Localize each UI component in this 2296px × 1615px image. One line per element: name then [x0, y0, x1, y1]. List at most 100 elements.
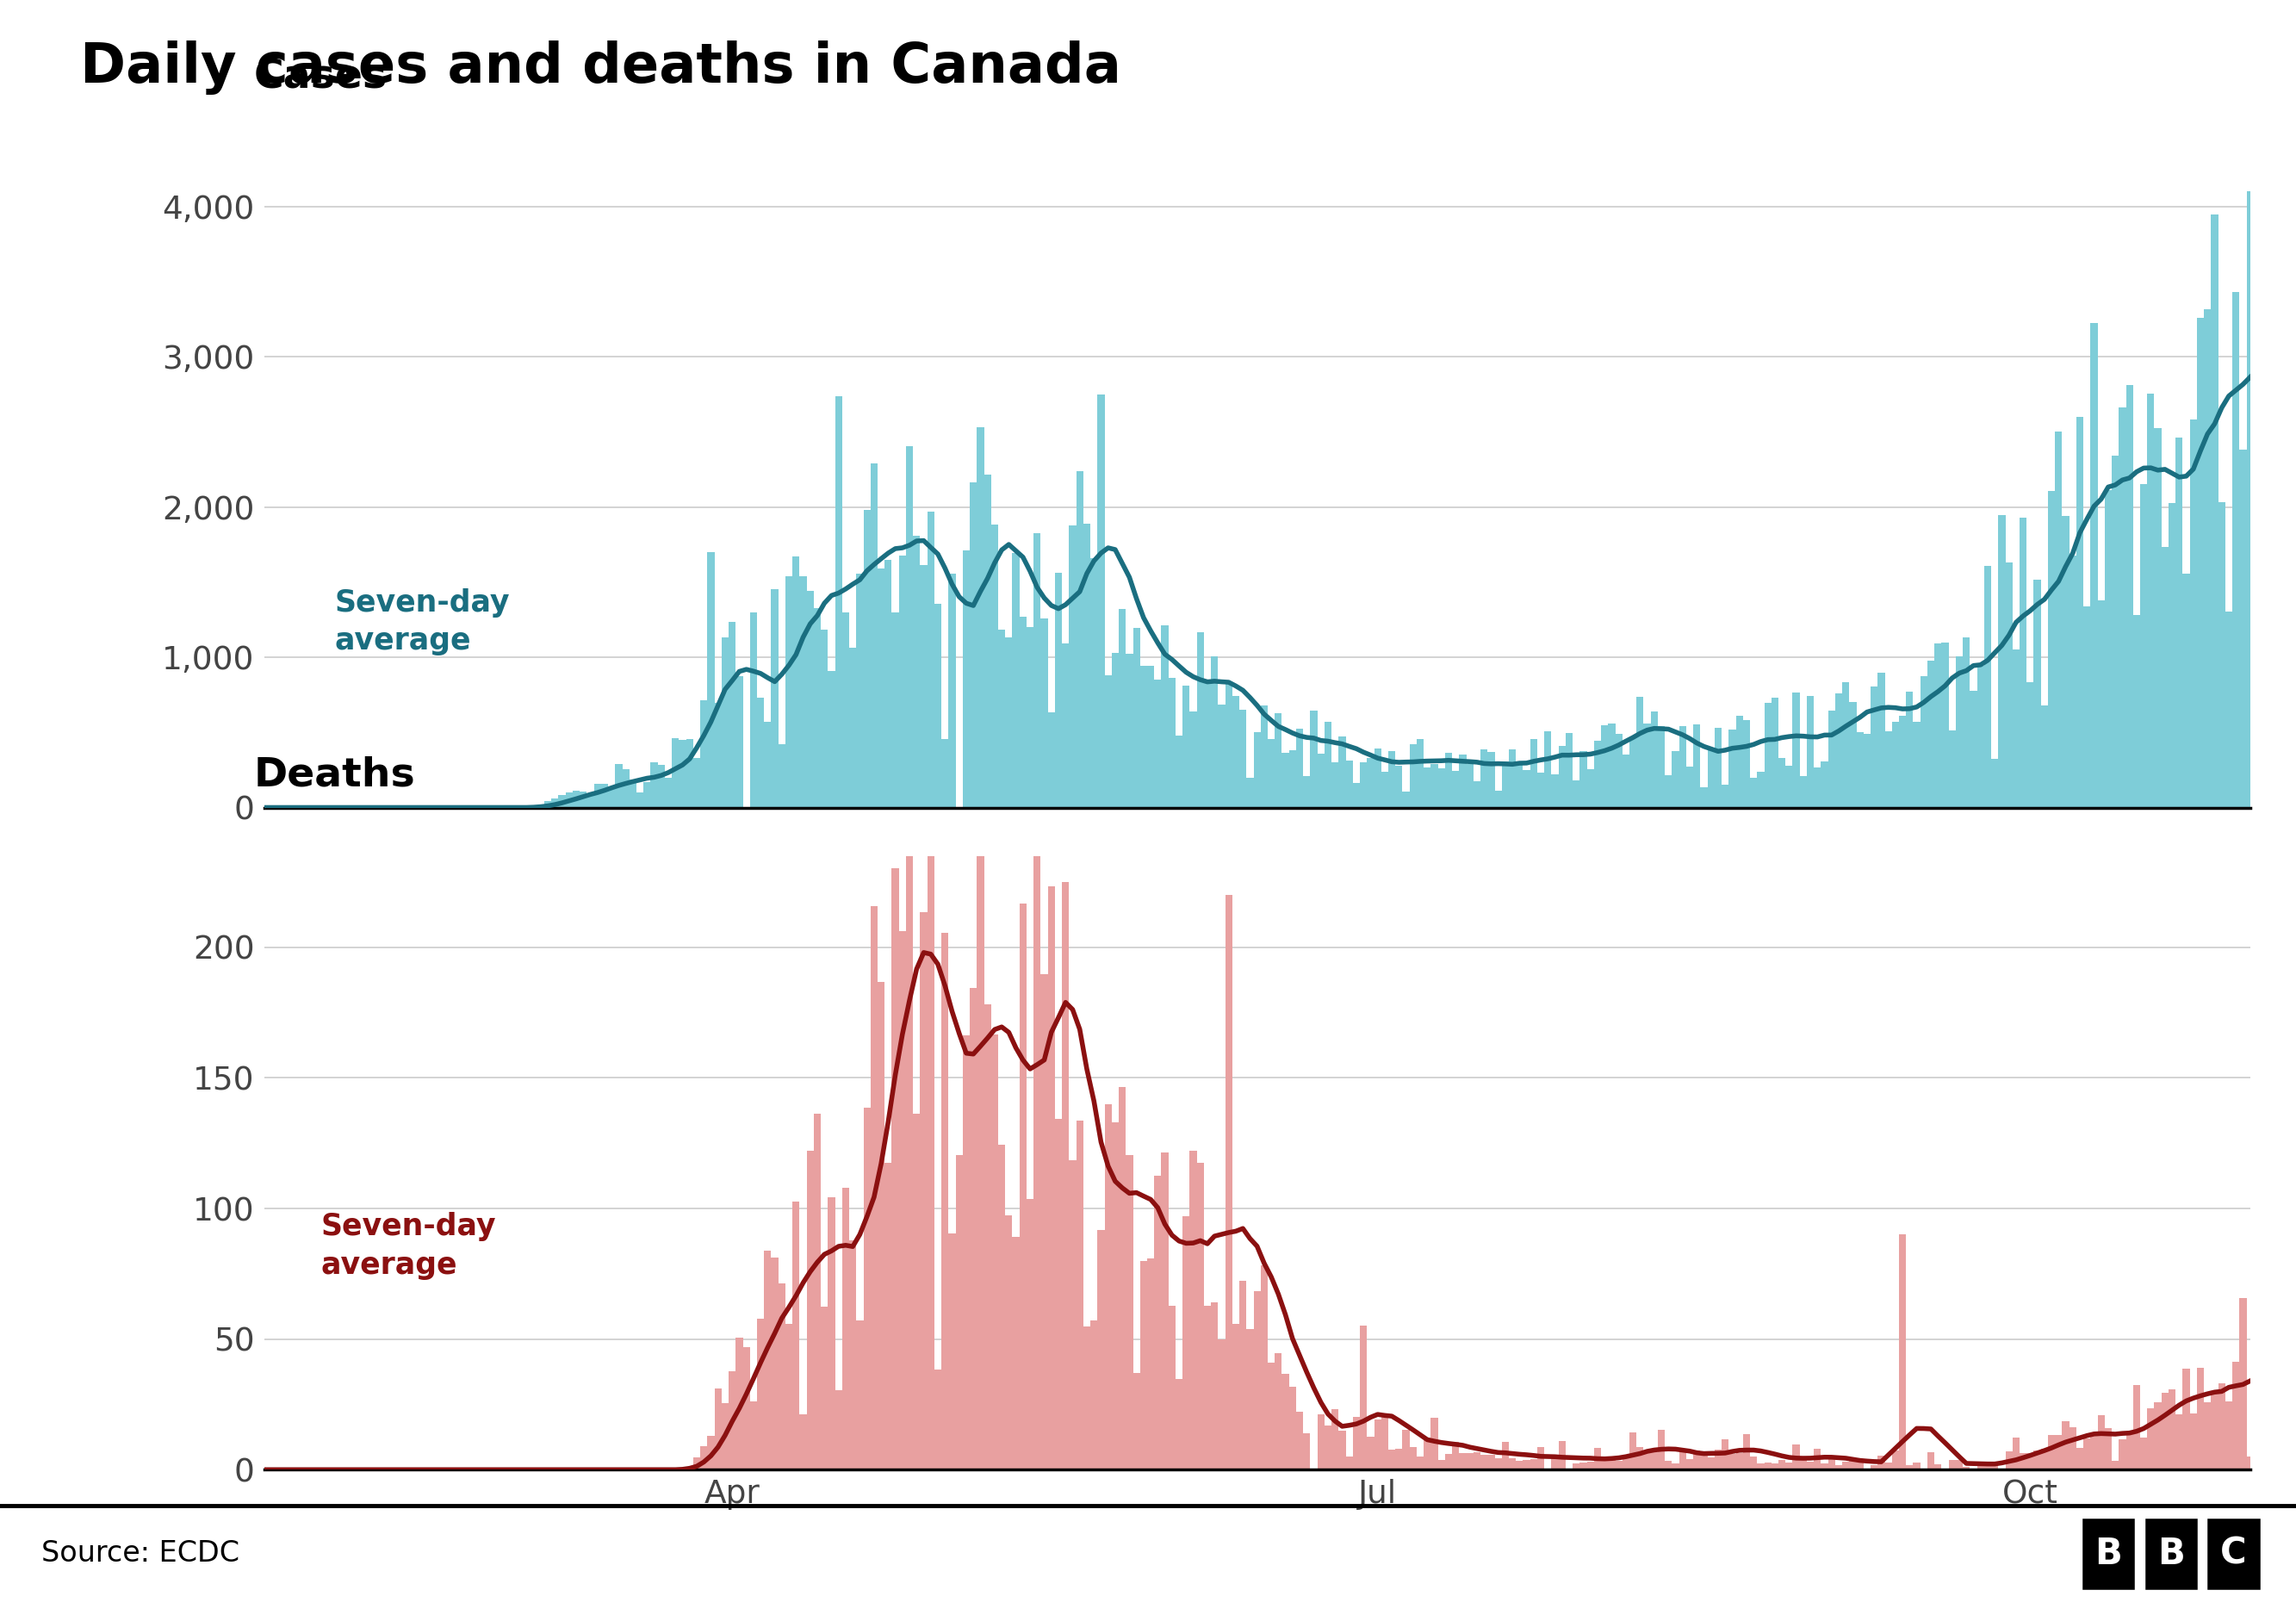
Bar — [1019, 903, 1026, 1470]
Bar — [758, 1319, 765, 1470]
Bar — [1267, 1363, 1274, 1470]
Bar — [1756, 772, 1763, 808]
Bar — [1430, 764, 1437, 808]
Bar — [863, 509, 870, 808]
Bar — [1559, 746, 1566, 808]
Bar — [1857, 732, 1864, 808]
Bar — [1203, 1307, 1210, 1470]
Bar — [1261, 706, 1267, 808]
Bar — [856, 573, 863, 808]
Bar — [785, 577, 792, 808]
Bar — [1970, 691, 1977, 808]
Bar — [1770, 1463, 1779, 1470]
Bar — [1111, 1122, 1118, 1470]
Bar — [1488, 753, 1495, 808]
Bar — [1219, 1339, 1226, 1470]
Bar — [948, 573, 955, 808]
Bar — [914, 536, 921, 808]
Bar — [829, 1197, 836, 1470]
Bar — [1623, 754, 1630, 808]
Bar — [1182, 1216, 1189, 1470]
Bar — [1729, 1454, 1736, 1470]
Bar — [1382, 772, 1389, 808]
Bar — [2069, 1428, 2076, 1470]
Bar — [884, 560, 891, 808]
Bar — [1502, 1442, 1508, 1470]
Bar — [1835, 1465, 1841, 1470]
Bar — [1665, 775, 1671, 808]
Bar — [785, 1324, 792, 1470]
Bar — [1715, 727, 1722, 808]
Bar — [1857, 1458, 1864, 1470]
Bar — [1054, 1119, 1063, 1470]
Bar — [877, 568, 884, 808]
Bar — [1871, 686, 1878, 808]
Bar — [934, 604, 941, 808]
Bar — [1077, 472, 1084, 808]
Bar — [1763, 1463, 1770, 1470]
Bar — [1247, 1329, 1254, 1470]
Bar — [1240, 709, 1247, 808]
Bar — [921, 912, 928, 1470]
Bar — [1345, 761, 1352, 808]
Bar — [813, 1114, 822, 1470]
Bar — [1410, 745, 1417, 808]
Bar — [2089, 323, 2099, 808]
Bar — [1984, 565, 1991, 808]
Bar — [1800, 1457, 1807, 1470]
Bar — [863, 1108, 870, 1470]
Bar — [1800, 777, 1807, 808]
Bar — [1047, 887, 1054, 1470]
Bar — [1189, 1150, 1196, 1470]
Bar — [856, 1321, 863, 1470]
Bar — [1148, 1258, 1155, 1470]
Bar — [969, 988, 976, 1470]
Bar — [1878, 672, 1885, 808]
Bar — [1956, 1460, 1963, 1470]
Bar — [1515, 1462, 1522, 1470]
Bar — [1359, 762, 1366, 808]
Bar — [2080, 1516, 2135, 1591]
Bar — [1403, 1429, 1410, 1470]
Text: Daily cases and deaths in Canada: Daily cases and deaths in Canada — [80, 40, 1120, 95]
Bar — [1373, 749, 1382, 808]
Bar — [1529, 1460, 1538, 1470]
Bar — [1366, 1437, 1373, 1470]
Bar — [1417, 740, 1424, 808]
Bar — [1196, 1163, 1203, 1470]
Bar — [615, 764, 622, 808]
Bar — [2041, 706, 2048, 808]
Bar — [2232, 292, 2239, 808]
Bar — [2239, 1298, 2245, 1470]
Bar — [1936, 1465, 1942, 1470]
Bar — [1155, 1176, 1162, 1470]
Bar — [2089, 1434, 2099, 1470]
Bar — [1701, 787, 1708, 808]
Bar — [1274, 1353, 1281, 1470]
Bar — [551, 798, 558, 808]
Bar — [636, 793, 643, 808]
Bar — [1430, 1418, 1437, 1470]
Bar — [1848, 701, 1857, 808]
Bar — [1678, 1450, 1685, 1470]
Bar — [1977, 1462, 1984, 1470]
Bar — [1545, 732, 1552, 808]
Bar — [1084, 525, 1091, 808]
Bar — [1233, 1323, 1240, 1470]
Bar — [1756, 1463, 1763, 1470]
Bar — [2211, 215, 2218, 808]
Bar — [1033, 804, 1040, 1470]
Bar — [1793, 1445, 1800, 1470]
Bar — [558, 795, 565, 808]
Bar — [813, 607, 822, 808]
Bar — [1715, 1450, 1722, 1470]
Bar — [1736, 1454, 1743, 1470]
Bar — [673, 738, 680, 808]
Bar — [1474, 782, 1481, 808]
Bar — [1658, 1429, 1665, 1470]
Bar — [1522, 1460, 1529, 1470]
Bar — [1949, 1460, 1956, 1470]
Bar — [1616, 733, 1623, 808]
Bar — [891, 612, 898, 808]
Bar — [2133, 615, 2140, 808]
